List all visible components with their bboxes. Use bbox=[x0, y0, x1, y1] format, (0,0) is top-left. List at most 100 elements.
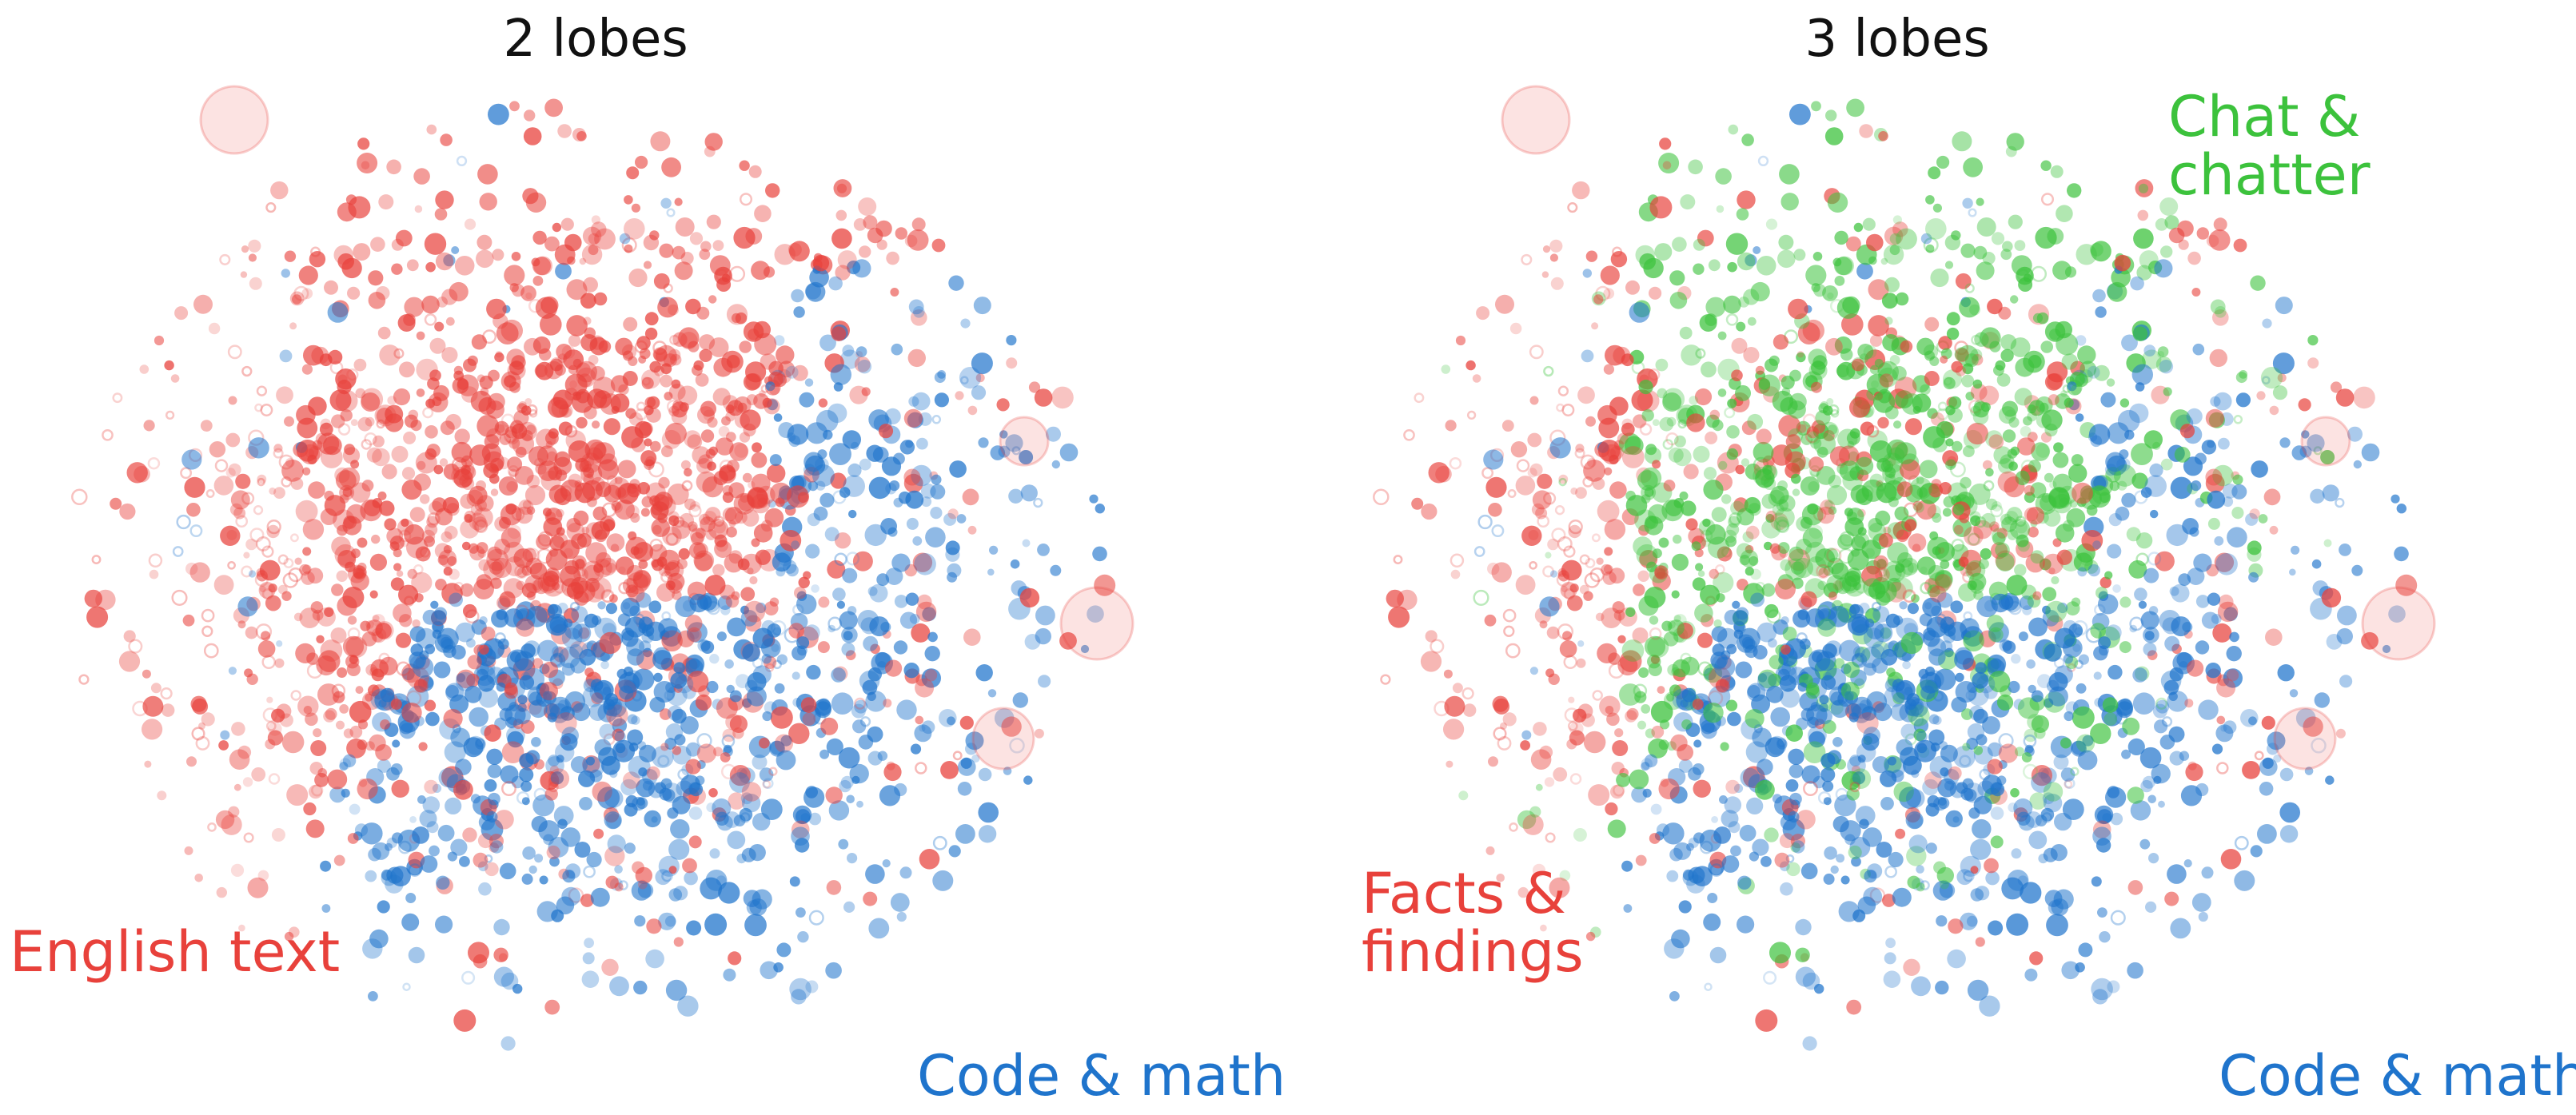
right-point-red bbox=[2213, 217, 2227, 232]
left-point-red bbox=[652, 347, 668, 362]
left-point-red bbox=[411, 571, 433, 594]
right-point-red bbox=[1430, 639, 1445, 654]
left-point-red bbox=[625, 584, 639, 598]
right-point-green bbox=[1830, 408, 1840, 418]
right-point-green bbox=[1967, 532, 1980, 546]
left-point-red bbox=[648, 461, 664, 478]
right-point-blue bbox=[1779, 675, 1796, 692]
left-point-red bbox=[377, 491, 387, 500]
right-point-green bbox=[2000, 348, 2014, 362]
left-point-blue bbox=[684, 870, 698, 886]
left-point-red bbox=[221, 814, 242, 835]
left-point-red bbox=[638, 559, 648, 569]
right-point-blue bbox=[2227, 527, 2247, 548]
right-point-red bbox=[1652, 460, 1661, 469]
left-point-red bbox=[361, 392, 381, 412]
right-point-blue bbox=[1968, 807, 1980, 819]
right-point-red bbox=[1896, 481, 1913, 497]
right-point-green bbox=[2004, 409, 2016, 421]
left-outlier-bubble bbox=[971, 707, 1035, 771]
right-point-red bbox=[2335, 728, 2346, 739]
left-point-red bbox=[890, 288, 899, 297]
right-point-blue bbox=[2234, 835, 2249, 850]
right-point-green bbox=[2060, 390, 2068, 397]
right-point-green bbox=[1644, 516, 1664, 536]
left-point-red bbox=[439, 458, 449, 467]
right-point-red bbox=[1521, 525, 1542, 546]
left-point-red bbox=[549, 548, 558, 557]
right-point-blue bbox=[2042, 792, 2055, 805]
right-point-red bbox=[1465, 360, 1476, 371]
left-point-red bbox=[1006, 357, 1018, 369]
left-point-blue bbox=[819, 749, 830, 759]
left-point-red bbox=[744, 615, 762, 632]
right-point-green bbox=[2247, 540, 2262, 556]
right-point-red bbox=[1948, 766, 1962, 780]
left-point-red bbox=[708, 295, 717, 304]
left-point-red bbox=[520, 719, 535, 735]
right-point-red bbox=[1529, 560, 1537, 570]
right-point-blue bbox=[1916, 731, 1928, 743]
left-point-red bbox=[207, 822, 217, 832]
left-point-red bbox=[271, 708, 285, 723]
left-point-red bbox=[792, 364, 808, 381]
right-point-green bbox=[1716, 205, 1725, 213]
right-point-blue bbox=[1721, 855, 1740, 873]
left-point-red bbox=[759, 390, 766, 397]
left-point-blue bbox=[493, 918, 510, 936]
left-point-blue bbox=[248, 570, 257, 578]
right-point-blue bbox=[2077, 567, 2088, 577]
right-point-green bbox=[2323, 539, 2332, 548]
left-point-red bbox=[237, 745, 252, 759]
left-point-blue bbox=[665, 723, 684, 741]
left-point-red bbox=[682, 858, 697, 874]
right-point-blue bbox=[2112, 584, 2121, 593]
left-point-red bbox=[476, 249, 494, 269]
right-point-green bbox=[2247, 547, 2262, 562]
right-point-green bbox=[2040, 495, 2056, 512]
right-point-blue bbox=[1988, 920, 2004, 936]
left-point-blue bbox=[560, 733, 578, 751]
right-point-red bbox=[1516, 459, 1530, 472]
right-point-green bbox=[2131, 443, 2153, 465]
left-point-blue bbox=[838, 747, 860, 769]
right-point-blue bbox=[2025, 811, 2042, 828]
right-point-green bbox=[2008, 461, 2018, 471]
left-point-red bbox=[576, 367, 596, 388]
left-point-red bbox=[544, 236, 560, 252]
left-point-blue bbox=[321, 904, 331, 913]
right-point-blue bbox=[1847, 613, 1870, 636]
left-point-blue bbox=[773, 962, 784, 973]
right-point-blue bbox=[2064, 778, 2076, 790]
left-point-red bbox=[903, 473, 923, 493]
left-point-red bbox=[526, 475, 540, 488]
left-point-red bbox=[522, 548, 537, 562]
right-point-red bbox=[1485, 846, 1495, 855]
right-point-blue bbox=[2336, 627, 2353, 645]
right-point-blue bbox=[1751, 694, 1771, 714]
right-point-green bbox=[1985, 468, 1994, 477]
left-point-red bbox=[955, 391, 964, 400]
right-point-green bbox=[1669, 684, 1681, 697]
right-point-green bbox=[1780, 396, 1798, 416]
right-point-green bbox=[1749, 556, 1759, 566]
left-point-blue bbox=[1011, 446, 1021, 456]
right-point-blue bbox=[1770, 707, 1790, 727]
right-point-red bbox=[1435, 465, 1452, 483]
right-point-green bbox=[1913, 728, 1927, 742]
left-point-red bbox=[349, 725, 363, 739]
right-point-blue bbox=[1940, 640, 1953, 653]
left-point-red bbox=[457, 374, 479, 396]
right-point-red bbox=[1461, 687, 1474, 700]
right-point-red bbox=[1654, 565, 1669, 579]
right-point-blue bbox=[1747, 685, 1761, 699]
right-point-green bbox=[2157, 346, 2169, 357]
left-point-red bbox=[624, 218, 645, 240]
left-point-blue bbox=[582, 686, 604, 707]
right-point-red bbox=[1774, 852, 1790, 868]
left-point-red bbox=[154, 335, 165, 346]
right-point-red bbox=[1491, 562, 1512, 583]
left-point-red bbox=[574, 481, 585, 492]
right-point-red bbox=[2242, 761, 2260, 779]
right-point-blue bbox=[2107, 422, 2130, 444]
